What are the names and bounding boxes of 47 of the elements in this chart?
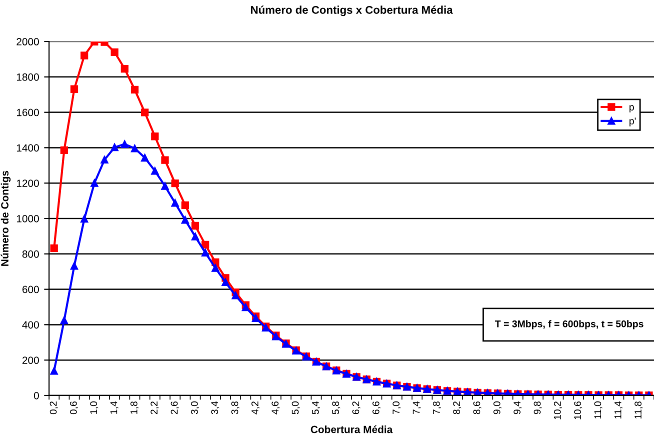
y-tick-label: 2000 (16, 38, 39, 46)
x-tick-label: 11,4 (614, 401, 622, 419)
y-tick-label: 600 (22, 286, 39, 294)
y-tick-label: 200 (22, 356, 39, 364)
x-tick-label: 2,2 (150, 402, 159, 414)
y-tick-label: 1000 (16, 215, 39, 222)
x-tick-label: 1,8 (130, 401, 139, 414)
x-tick-label: 1,4 (110, 401, 118, 414)
x-tick-label: 9,8 (534, 401, 542, 414)
x-tick-label: 10,2 (554, 402, 562, 420)
x-tick-label: 6,6 (372, 401, 380, 414)
x-tick-label: 8,2 (453, 402, 462, 414)
x-tick-label: 7,0 (392, 401, 401, 414)
y-tick-label: 800 (22, 250, 39, 258)
y-tick-label: 1800 (16, 73, 39, 81)
x-tick-label: 5,0 (292, 401, 300, 414)
y-tick-label: 1600 (16, 108, 39, 116)
chart-title: Número de Contigs x Cobertura Média (251, 6, 453, 16)
x-tick-label: 9,4 (514, 401, 522, 414)
x-tick-label: 2,6 (170, 401, 179, 414)
x-tick-label: 11,8 (634, 401, 643, 419)
y-tick-label: 400 (22, 321, 39, 329)
x-tick-label: 3,4 (211, 401, 220, 414)
x-tick-label: 10,6 (574, 401, 582, 420)
y-tick-label: 1200 (16, 180, 39, 187)
x-tick-label: 6,2 (352, 402, 360, 414)
x-axis-title: Cobertura Média (310, 425, 393, 434)
x-tick-label: 5,8 (332, 401, 340, 414)
x-tick-label: 3,8 (231, 401, 240, 414)
y-tick-label: 0 (34, 392, 39, 400)
x-tick-label: 4,2 (251, 402, 260, 414)
x-tick-label: 7,4 (412, 401, 421, 414)
x-tick-label: 0,2 (50, 402, 58, 414)
x-tick-label: 4,6 (272, 401, 280, 414)
x-tick-label: 1,0 (90, 401, 98, 414)
x-tick-label: 9,0 (493, 401, 502, 414)
y-axis-title: Número de Contigs (0, 170, 11, 266)
x-tick-label: 5,4 (312, 401, 320, 414)
x-tick-label: 3,0 (190, 401, 200, 414)
y-tick-label: 1400 (16, 144, 39, 152)
legend-label: p (630, 105, 634, 112)
x-tick-label: 7,8 (432, 401, 441, 414)
annotation: T = 3Mbps, f = 600bps, t = 50bps (494, 320, 644, 330)
legend-label: p' (630, 118, 636, 126)
x-tick-label: 0,6 (70, 401, 78, 414)
x-tick-label: 11,0 (594, 401, 602, 419)
x-tick-label: 8,6 (473, 401, 482, 414)
